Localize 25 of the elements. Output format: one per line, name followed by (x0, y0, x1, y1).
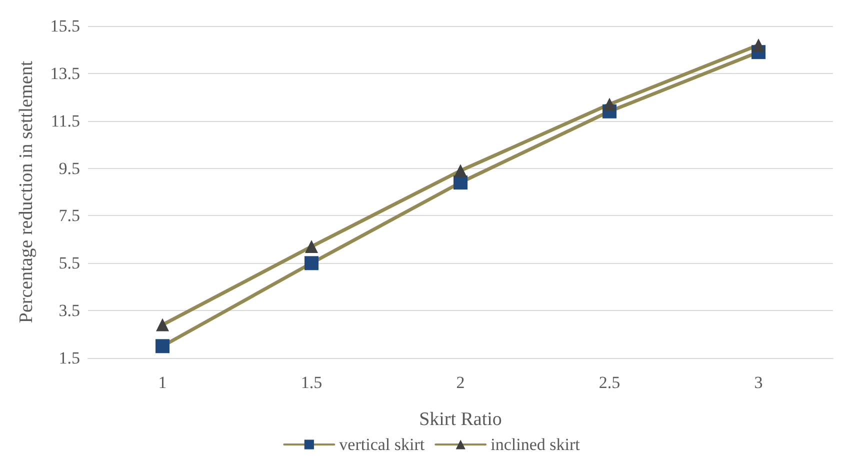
point (156, 339, 170, 354)
legend-label: vertical skirt (339, 435, 425, 454)
x-tick-label: 1.5 (300, 373, 322, 392)
y-tick-label: 5.5 (58, 254, 80, 273)
y-tick-label: 7.5 (58, 206, 80, 226)
x-tick-label: 3 (754, 373, 763, 392)
x-tick-label: 2.5 (598, 373, 620, 392)
point (156, 318, 169, 332)
x-axis-title: Skirt Ratio (419, 409, 502, 430)
point (454, 176, 468, 190)
y-tick-label: 1.5 (58, 348, 80, 368)
y-tick-label: 3.5 (58, 301, 80, 320)
x-tick-label: 1 (158, 373, 167, 392)
point (603, 98, 616, 111)
y-tick-label: 13.5 (50, 64, 80, 83)
point (304, 256, 318, 270)
y-axis-title: Percentage reduction in settlement (16, 60, 37, 324)
point (305, 240, 318, 254)
y-tick-label: 11.5 (50, 111, 80, 130)
y-tick-label: 15.5 (50, 16, 80, 36)
y-tick-label: 9.5 (58, 158, 80, 178)
point (454, 164, 467, 178)
point (752, 38, 765, 52)
legend-label: inclined skirt (490, 435, 580, 454)
x-tick-label: 2 (456, 373, 465, 392)
